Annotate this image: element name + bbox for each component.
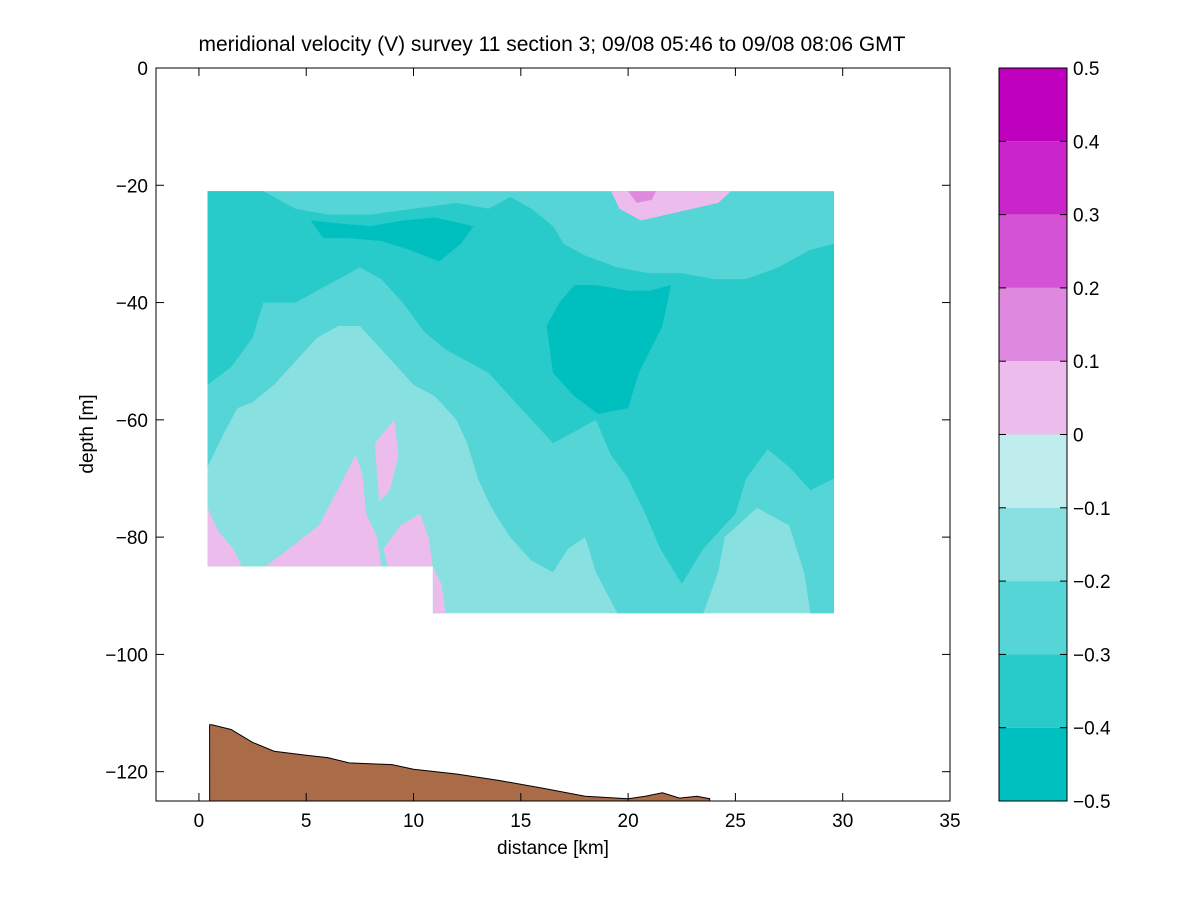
x-tick-label: 10 xyxy=(403,811,424,832)
x-tick-label: 35 xyxy=(939,811,960,832)
y-tick-label: −80 xyxy=(116,528,148,549)
chart-title: meridional velocity (V) survey 11 sectio… xyxy=(199,33,906,56)
y-tick-label: 0 xyxy=(137,59,148,80)
plot-frame xyxy=(155,67,951,802)
colorbar-tick-label: −0.4 xyxy=(1073,719,1111,740)
velocity-contour-region xyxy=(207,191,835,584)
colorbar-tick-label: 0.4 xyxy=(1073,132,1100,153)
velocity-contour-region xyxy=(546,285,671,414)
x-tick-label: 30 xyxy=(832,811,853,832)
colorbar-tick-label: −0.3 xyxy=(1073,645,1111,666)
x-axis: 0 5 10 15 20 25 30 35 xyxy=(194,68,961,832)
x-tick-label: 20 xyxy=(618,811,639,832)
y-tick-label: −60 xyxy=(116,411,148,432)
bathymetry xyxy=(209,724,711,802)
x-tick-label: 0 xyxy=(194,811,205,832)
colorbar-band xyxy=(999,68,1067,142)
colorbar: 0.5 0.4 0.3 0.2 0.1 0 −0.1 −0.2 −0.3 −0.4 −0.5 xyxy=(998,59,1111,813)
colorbar-tick-label: 0.5 xyxy=(1073,59,1099,80)
velocity-contour-region xyxy=(310,217,474,262)
colorbar-band xyxy=(999,434,1067,508)
colorbar-band xyxy=(999,727,1067,801)
colorbar-tick-label: 0.3 xyxy=(1073,206,1099,227)
velocity-field xyxy=(207,191,835,614)
velocity-contour-region xyxy=(374,419,399,502)
colorbar-tick-label: −0.5 xyxy=(1073,792,1111,813)
y-tick-label: −20 xyxy=(116,176,148,197)
x-tick-label: 15 xyxy=(510,811,531,832)
x-axis-label: distance [km] xyxy=(497,838,609,859)
x-tick-label: 5 xyxy=(301,811,312,832)
velocity-contour-region xyxy=(207,455,382,567)
colorbar-band xyxy=(999,287,1067,362)
colorbar-tick-label: −0.1 xyxy=(1073,499,1111,520)
colorbar-tick-label: 0.1 xyxy=(1073,352,1099,373)
y-tick-label: −40 xyxy=(116,294,148,315)
y-axis-label: depth [m] xyxy=(77,394,98,473)
y-axis: 0 −20 −40 −60 −80 −100 −120 xyxy=(105,59,950,784)
colorbar-band xyxy=(999,507,1067,582)
colorbar-band xyxy=(999,141,1067,215)
colorbar-tick-label: 0 xyxy=(1073,426,1084,447)
velocity-contour-region xyxy=(383,513,433,567)
colorbar-band xyxy=(999,214,1067,288)
velocity-contour-region xyxy=(432,566,446,614)
colorbar-band xyxy=(999,361,1067,435)
y-tick-label: −100 xyxy=(105,645,148,666)
colorbar-tick-label: 0.2 xyxy=(1073,279,1099,300)
y-tick-label: −120 xyxy=(105,763,148,784)
colorbar-band xyxy=(999,654,1067,728)
velocity-contour-region xyxy=(628,191,656,203)
colorbar-band xyxy=(999,581,1067,655)
x-tick-label: 25 xyxy=(725,811,746,832)
colorbar-tick-label: −0.2 xyxy=(1073,572,1111,593)
seafloor-profile xyxy=(209,724,711,802)
